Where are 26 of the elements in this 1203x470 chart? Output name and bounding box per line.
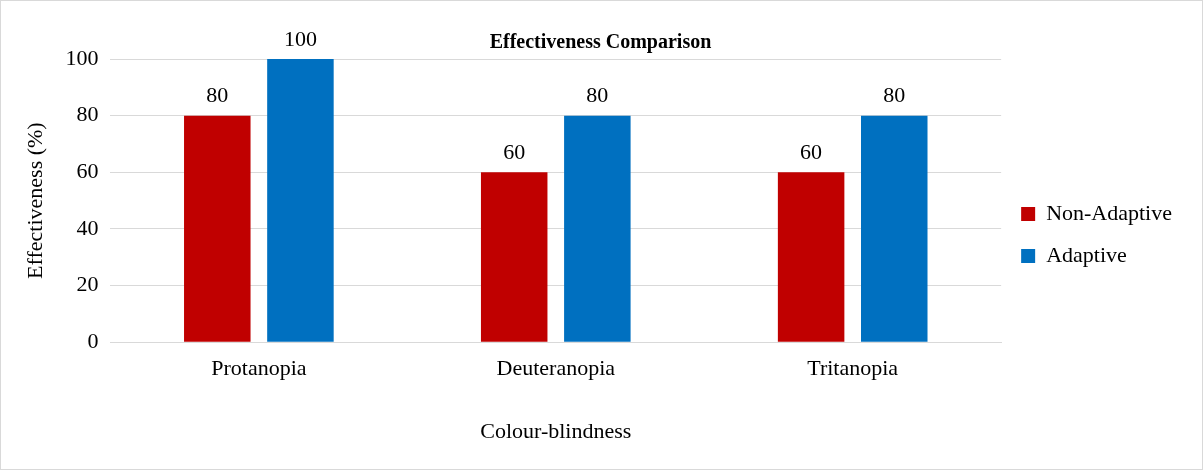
data-label: 80 bbox=[206, 82, 229, 108]
bar bbox=[564, 115, 631, 342]
y-axis-title: Effectiveness (%) bbox=[21, 122, 47, 279]
y-tick-label: 80 bbox=[76, 101, 99, 127]
y-tick-label: 100 bbox=[65, 44, 99, 70]
y-tick-label: 60 bbox=[76, 158, 99, 184]
data-label: 80 bbox=[586, 82, 609, 108]
bar bbox=[861, 115, 928, 342]
x-tick-label: Tritanopia bbox=[807, 355, 899, 381]
bar bbox=[267, 59, 334, 342]
data-label: 60 bbox=[503, 139, 526, 165]
bar bbox=[777, 172, 845, 342]
data-label: 100 bbox=[283, 25, 317, 51]
bar bbox=[184, 115, 251, 342]
data-label: 60 bbox=[800, 139, 823, 165]
x-tick-label: Protanopia bbox=[211, 355, 307, 381]
x-axis-title: Colour-blindness bbox=[480, 417, 632, 443]
data-label: 80 bbox=[883, 82, 906, 108]
x-tick-label: Deuteranopia bbox=[496, 355, 616, 381]
y-tick-label: 40 bbox=[76, 214, 99, 240]
y-tick-label: 0 bbox=[87, 327, 99, 353]
y-tick-label: 20 bbox=[76, 271, 99, 297]
chart-title: Effectiveness Comparison bbox=[489, 30, 712, 54]
legend-label: Non-Adaptive bbox=[1046, 199, 1172, 225]
legend-label: Adaptive bbox=[1046, 241, 1127, 267]
bar bbox=[480, 172, 548, 342]
